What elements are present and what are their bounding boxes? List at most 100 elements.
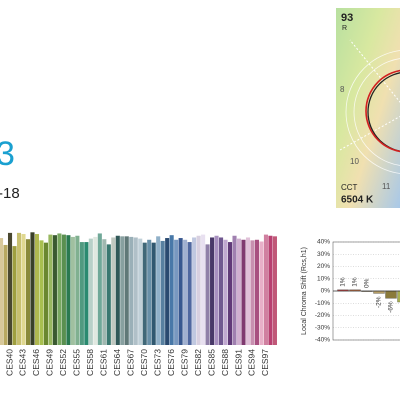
bar: [259, 241, 264, 345]
y-tick-label: 40%: [317, 239, 330, 246]
y-tick-label: -40%: [315, 337, 330, 344]
hue-label: 11: [382, 182, 391, 191]
ring: [353, 58, 400, 166]
spoke: [349, 39, 400, 103]
x-tick-label: CES70: [139, 349, 149, 376]
bar: [192, 237, 197, 345]
x-tick-label: CES58: [85, 349, 95, 376]
y-tick-label: 20%: [317, 263, 330, 270]
bar: [205, 244, 210, 345]
bar: [223, 239, 228, 345]
bar: [196, 235, 201, 345]
reference-circle: [367, 72, 400, 152]
bar: [201, 234, 206, 345]
bar: [61, 234, 66, 345]
value-label: -6%: [388, 301, 395, 313]
bar: [151, 242, 156, 345]
bar: [142, 242, 147, 345]
bar: [34, 234, 40, 345]
bar: [21, 234, 26, 345]
x-tick-label: CES82: [193, 349, 203, 376]
bar: [385, 290, 397, 299]
bar: [48, 234, 53, 345]
bar: [133, 237, 138, 345]
x-tick-label: CES76: [166, 349, 176, 376]
x-tick-label: CES55: [72, 349, 82, 376]
bar: [93, 236, 98, 345]
bar: [43, 242, 48, 345]
value-label: -2%: [376, 296, 383, 308]
bar: [178, 238, 183, 345]
bar: [12, 246, 17, 345]
x-tick-label: CES97: [260, 349, 270, 376]
hue-label: 10: [350, 157, 359, 166]
cct-label: CCT: [341, 183, 358, 192]
bar: [30, 232, 35, 345]
value-label: 0%: [364, 278, 371, 288]
bar: [210, 237, 215, 345]
y-tick-label: -20%: [315, 312, 330, 319]
bar: [165, 238, 170, 345]
bar: [227, 242, 233, 345]
hue-label: 8: [340, 85, 345, 94]
big-value: 3: [0, 135, 15, 173]
bar: [52, 235, 57, 345]
bar: [75, 235, 80, 345]
suffix: -18: [0, 185, 20, 202]
bar: [39, 240, 44, 345]
bar: [0, 238, 4, 345]
bar: [124, 236, 129, 345]
bar: [16, 232, 22, 345]
bar: [245, 237, 251, 345]
x-tick-label: CES40: [4, 349, 14, 376]
bar: [138, 238, 143, 345]
bar: [102, 239, 107, 345]
test-circle: [365, 69, 400, 153]
bar: [263, 234, 268, 345]
bar: [236, 238, 242, 345]
x-tick-label: CES79: [179, 349, 189, 376]
bar: [25, 239, 31, 345]
bar: [241, 239, 246, 345]
x-tick-label: CES61: [99, 349, 109, 376]
bar: [111, 237, 116, 345]
fidelity-label: R: [342, 25, 347, 32]
bar: [397, 290, 400, 303]
x-tick-label: CES85: [206, 349, 216, 376]
bar: [129, 236, 134, 345]
bar: [169, 235, 174, 345]
y-axis-title: Local Chroma Shift (Rcs,h1): [301, 247, 308, 335]
x-tick-label: CES52: [58, 349, 68, 376]
x-tick-label: CES64: [112, 349, 122, 376]
bar: [79, 242, 84, 345]
bar: [219, 237, 224, 345]
bar: [174, 239, 179, 345]
bar: [160, 240, 165, 345]
x-tick-label: CES67: [126, 349, 136, 376]
bar: [147, 239, 152, 345]
y-tick-label: -10%: [315, 300, 330, 307]
bar: [106, 244, 111, 345]
value-label: 1%: [352, 277, 359, 287]
y-tick-label: -30%: [315, 324, 330, 331]
x-tick-label: CES46: [31, 349, 41, 376]
vector-graphic: 93 R 8 10 11 CCT 6504 K: [336, 8, 400, 208]
x-tick-label: CES73: [152, 349, 162, 376]
bar: [88, 238, 93, 345]
bar: [156, 236, 161, 345]
spoke: [339, 115, 400, 151]
bar: [272, 236, 277, 345]
bar: [120, 236, 125, 345]
x-tick-label: CES91: [233, 349, 243, 376]
bar: [214, 235, 219, 345]
bar: [70, 236, 75, 345]
bar: [66, 235, 71, 345]
bar: [268, 235, 273, 345]
y-tick-label: 30%: [317, 251, 330, 258]
bar: [183, 239, 188, 345]
chroma-area: [300, 240, 400, 350]
bar: [187, 242, 192, 345]
x-tick-label: CES43: [18, 349, 28, 376]
ring: [345, 50, 400, 174]
